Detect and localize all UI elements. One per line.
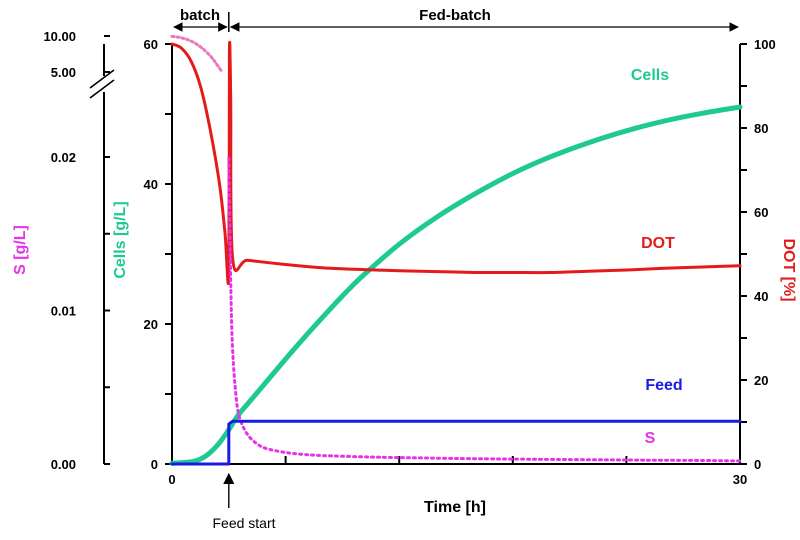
cells-axis-tick-label: 60	[144, 37, 158, 52]
s-axis-tick-label: 0.02	[51, 150, 76, 165]
s-axis-break-mark-2	[89, 79, 115, 99]
series-s-batch-line	[170, 34, 223, 73]
dot-axis-tick-label: 100	[754, 37, 776, 52]
cells-axis-tick-label: 20	[144, 317, 158, 332]
dot-axis-tick-label: 60	[754, 205, 768, 220]
dot-axis-tick-label: 0	[754, 457, 761, 472]
feed-start-annotation: Feed start	[212, 515, 275, 531]
s-axis-tick-label: 10.00	[43, 29, 76, 44]
x-axis-tick-label: 0	[168, 472, 175, 487]
series-label-cells: Cells	[631, 67, 669, 84]
x-axis-tick-label: 30	[733, 472, 747, 487]
cells-axis-tick-label: 40	[144, 177, 158, 192]
series-feed-line	[170, 419, 742, 466]
series-cells-line	[169, 104, 743, 466]
phase-label-fed-batch: Fed-batch	[419, 7, 491, 24]
x-axis-title: Time [h]	[424, 499, 486, 516]
series-s-line	[227, 157, 742, 463]
series-dot-line	[170, 41, 742, 286]
s-axis-tick-label: 0.01	[51, 304, 76, 319]
cells-axis-tick-label: 0	[151, 457, 158, 472]
s-axis-break-mark-1	[89, 69, 115, 89]
series-label-s: S	[645, 430, 656, 447]
dot-axis-tick-label: 40	[754, 289, 768, 304]
dot-axis-title: DOT [%]	[780, 238, 797, 301]
s-axis-tick-label: 0.00	[51, 457, 76, 472]
dot-axis-tick-label: 80	[754, 121, 768, 136]
dot-axis-tick-label: 20	[754, 373, 768, 388]
series-label-feed: Feed	[645, 377, 682, 394]
series-label-dot: DOT	[641, 235, 675, 252]
s-axis-title: S [g/L]	[12, 225, 29, 275]
cells-axis-title: Cells [g/L]	[112, 201, 129, 278]
phase-label-batch: batch	[180, 7, 220, 24]
s-axis-tick-label: 5.00	[51, 65, 76, 80]
